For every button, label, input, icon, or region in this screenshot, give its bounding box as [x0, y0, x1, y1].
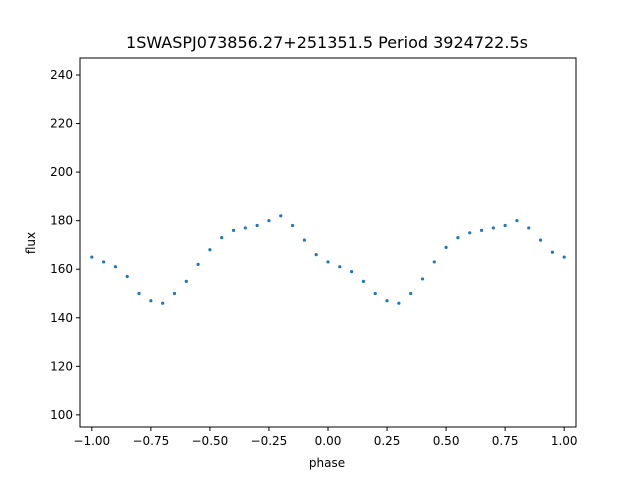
data-point: [208, 248, 212, 252]
x-tick-label: −0.25: [251, 434, 288, 448]
y-tick-label: 220: [50, 117, 73, 131]
x-tick-label: −0.75: [132, 434, 169, 448]
data-point: [184, 279, 188, 283]
x-tick-label: 0.00: [315, 434, 342, 448]
data-point: [326, 260, 330, 264]
data-point: [432, 260, 436, 264]
data-point: [444, 245, 448, 249]
data-point: [361, 279, 366, 283]
scatter-points: [90, 214, 566, 305]
y-axis-label: flux: [24, 232, 38, 254]
data-point: [302, 238, 306, 242]
data-point: [172, 291, 177, 296]
x-tick-label: 0.25: [374, 434, 401, 448]
x-tick-label: −0.50: [192, 434, 229, 448]
y-tick-label: 200: [50, 165, 73, 179]
data-point: [468, 231, 472, 235]
y-tick-label: 120: [50, 359, 73, 373]
data-point: [491, 226, 495, 230]
x-tick-label: −1.00: [73, 434, 110, 448]
data-point: [456, 236, 460, 240]
x-tick-label: 0.75: [492, 434, 519, 448]
x-axis-label: phase: [309, 456, 345, 470]
data-point: [161, 301, 165, 305]
data-point: [90, 255, 94, 259]
data-point: [409, 291, 413, 296]
data-point: [479, 228, 484, 232]
data-point: [113, 265, 118, 269]
data-point: [243, 226, 247, 230]
data-point: [527, 226, 531, 230]
y-tick-label: 100: [50, 408, 73, 422]
data-point: [397, 301, 401, 305]
plot-frame: [79, 57, 577, 428]
y-tick-label: 240: [50, 68, 73, 82]
chart-title: 1SWASPJ073856.27+251351.5 Period 3924722…: [126, 33, 528, 52]
x-tick-label: 1.00: [551, 434, 578, 448]
data-point: [149, 299, 153, 303]
data-point: [231, 228, 236, 232]
data-point: [562, 255, 566, 259]
data-point: [515, 219, 519, 223]
data-point: [550, 250, 554, 254]
y-tick-label: 160: [50, 262, 73, 276]
data-point: [350, 270, 354, 274]
data-point: [220, 236, 224, 240]
data-point: [538, 238, 543, 242]
data-point: [338, 265, 342, 269]
data-point: [373, 291, 377, 296]
data-point: [503, 223, 507, 228]
x-tick-label: 0.50: [433, 434, 460, 448]
data-point: [290, 223, 295, 228]
data-point: [196, 262, 200, 266]
data-point: [385, 299, 389, 303]
y-tick-label: 140: [50, 311, 73, 325]
data-point: [279, 214, 283, 218]
data-point: [267, 219, 271, 223]
data-point: [420, 277, 425, 281]
data-point: [125, 274, 129, 279]
x-axis-ticks: −1.00 −0.75 −0.50 −0.25 0.00 0.25 0.50 0.75 1.00: [73, 427, 578, 448]
data-point: [255, 223, 259, 228]
data-point: [137, 291, 141, 296]
y-tick-label: 180: [50, 214, 73, 228]
data-point: [102, 260, 106, 264]
data-point: [314, 253, 318, 257]
y-axis-ticks: 100 120 140 160 180 200 220 240: [50, 68, 80, 422]
